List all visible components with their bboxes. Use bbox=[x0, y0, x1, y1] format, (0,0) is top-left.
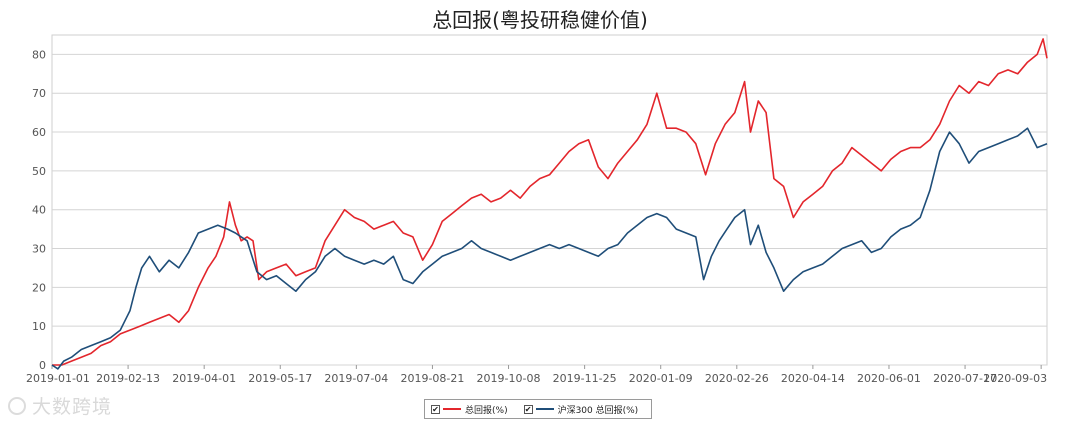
y-tick-label: 60 bbox=[32, 126, 46, 139]
series-line-0 bbox=[52, 38, 1048, 366]
legend-swatch bbox=[443, 408, 461, 410]
x-tick-label: 2020-06-01 bbox=[857, 372, 921, 385]
x-tick-label: 2019-07-04 bbox=[324, 372, 388, 385]
x-tick-label: 2019-11-25 bbox=[553, 372, 617, 385]
x-tick-label: 2019-02-13 bbox=[96, 372, 160, 385]
x-tick-label: 2019-08-21 bbox=[400, 372, 464, 385]
legend-label: 总回报(%) bbox=[465, 405, 508, 416]
watermark-text: 大数跨境 bbox=[32, 396, 113, 418]
y-tick-label: 50 bbox=[32, 165, 46, 178]
series-line-1 bbox=[51, 127, 1048, 370]
legend-swatch bbox=[535, 408, 554, 410]
legend-checkbox-icon[interactable]: ✔ bbox=[431, 404, 440, 414]
axes: 0 10 20 30 40 50 60 70 80 2019-01-01 2019-02-13 201… bbox=[26, 48, 1047, 385]
x-tick-label: 2020-04-14 bbox=[781, 372, 845, 385]
plot-frame bbox=[51, 34, 1048, 366]
grid bbox=[51, 34, 1048, 366]
watermark: 大数跨境 bbox=[8, 392, 112, 419]
y-tick-label: 30 bbox=[32, 243, 46, 256]
y-tick-label: 20 bbox=[32, 281, 46, 294]
legend-label: 沪深300 总回报(%) bbox=[557, 405, 639, 416]
legend-item-total-return[interactable]: ✔ 总回报(%) bbox=[431, 403, 508, 416]
legend: ✔ 总回报(%) ✔ 沪深300 总回报(%) bbox=[424, 399, 652, 419]
legend-item-csi300-return[interactable]: ✔ 沪深300 总回报(%) bbox=[523, 403, 639, 416]
x-tick-label: 2019-10-08 bbox=[477, 372, 541, 385]
legend-checkbox-icon[interactable]: ✔ bbox=[523, 404, 533, 414]
y-tick-label: 0 bbox=[39, 359, 46, 372]
x-tick-label: 2020-07-17 bbox=[933, 372, 997, 385]
x-tick-label: 2020-01-09 bbox=[629, 372, 693, 385]
y-tick-label: 80 bbox=[32, 48, 46, 61]
y-tick-label: 10 bbox=[32, 320, 46, 333]
x-tick-label: 2019-01-01 bbox=[26, 372, 90, 385]
x-tick-label: 2020-09-03 bbox=[983, 372, 1047, 385]
x-tick-label: 2019-04-01 bbox=[172, 372, 236, 385]
y-tick-label: 40 bbox=[32, 204, 46, 217]
watermark-logo-icon bbox=[8, 396, 26, 415]
x-tick-label: 2019-05-17 bbox=[248, 372, 312, 385]
chart-title: 总回报(粤投研稳健价值) bbox=[432, 8, 648, 32]
series-lines bbox=[51, 38, 1048, 370]
x-tick-label: 2020-02-26 bbox=[705, 372, 769, 385]
y-tick-label: 70 bbox=[32, 87, 46, 100]
